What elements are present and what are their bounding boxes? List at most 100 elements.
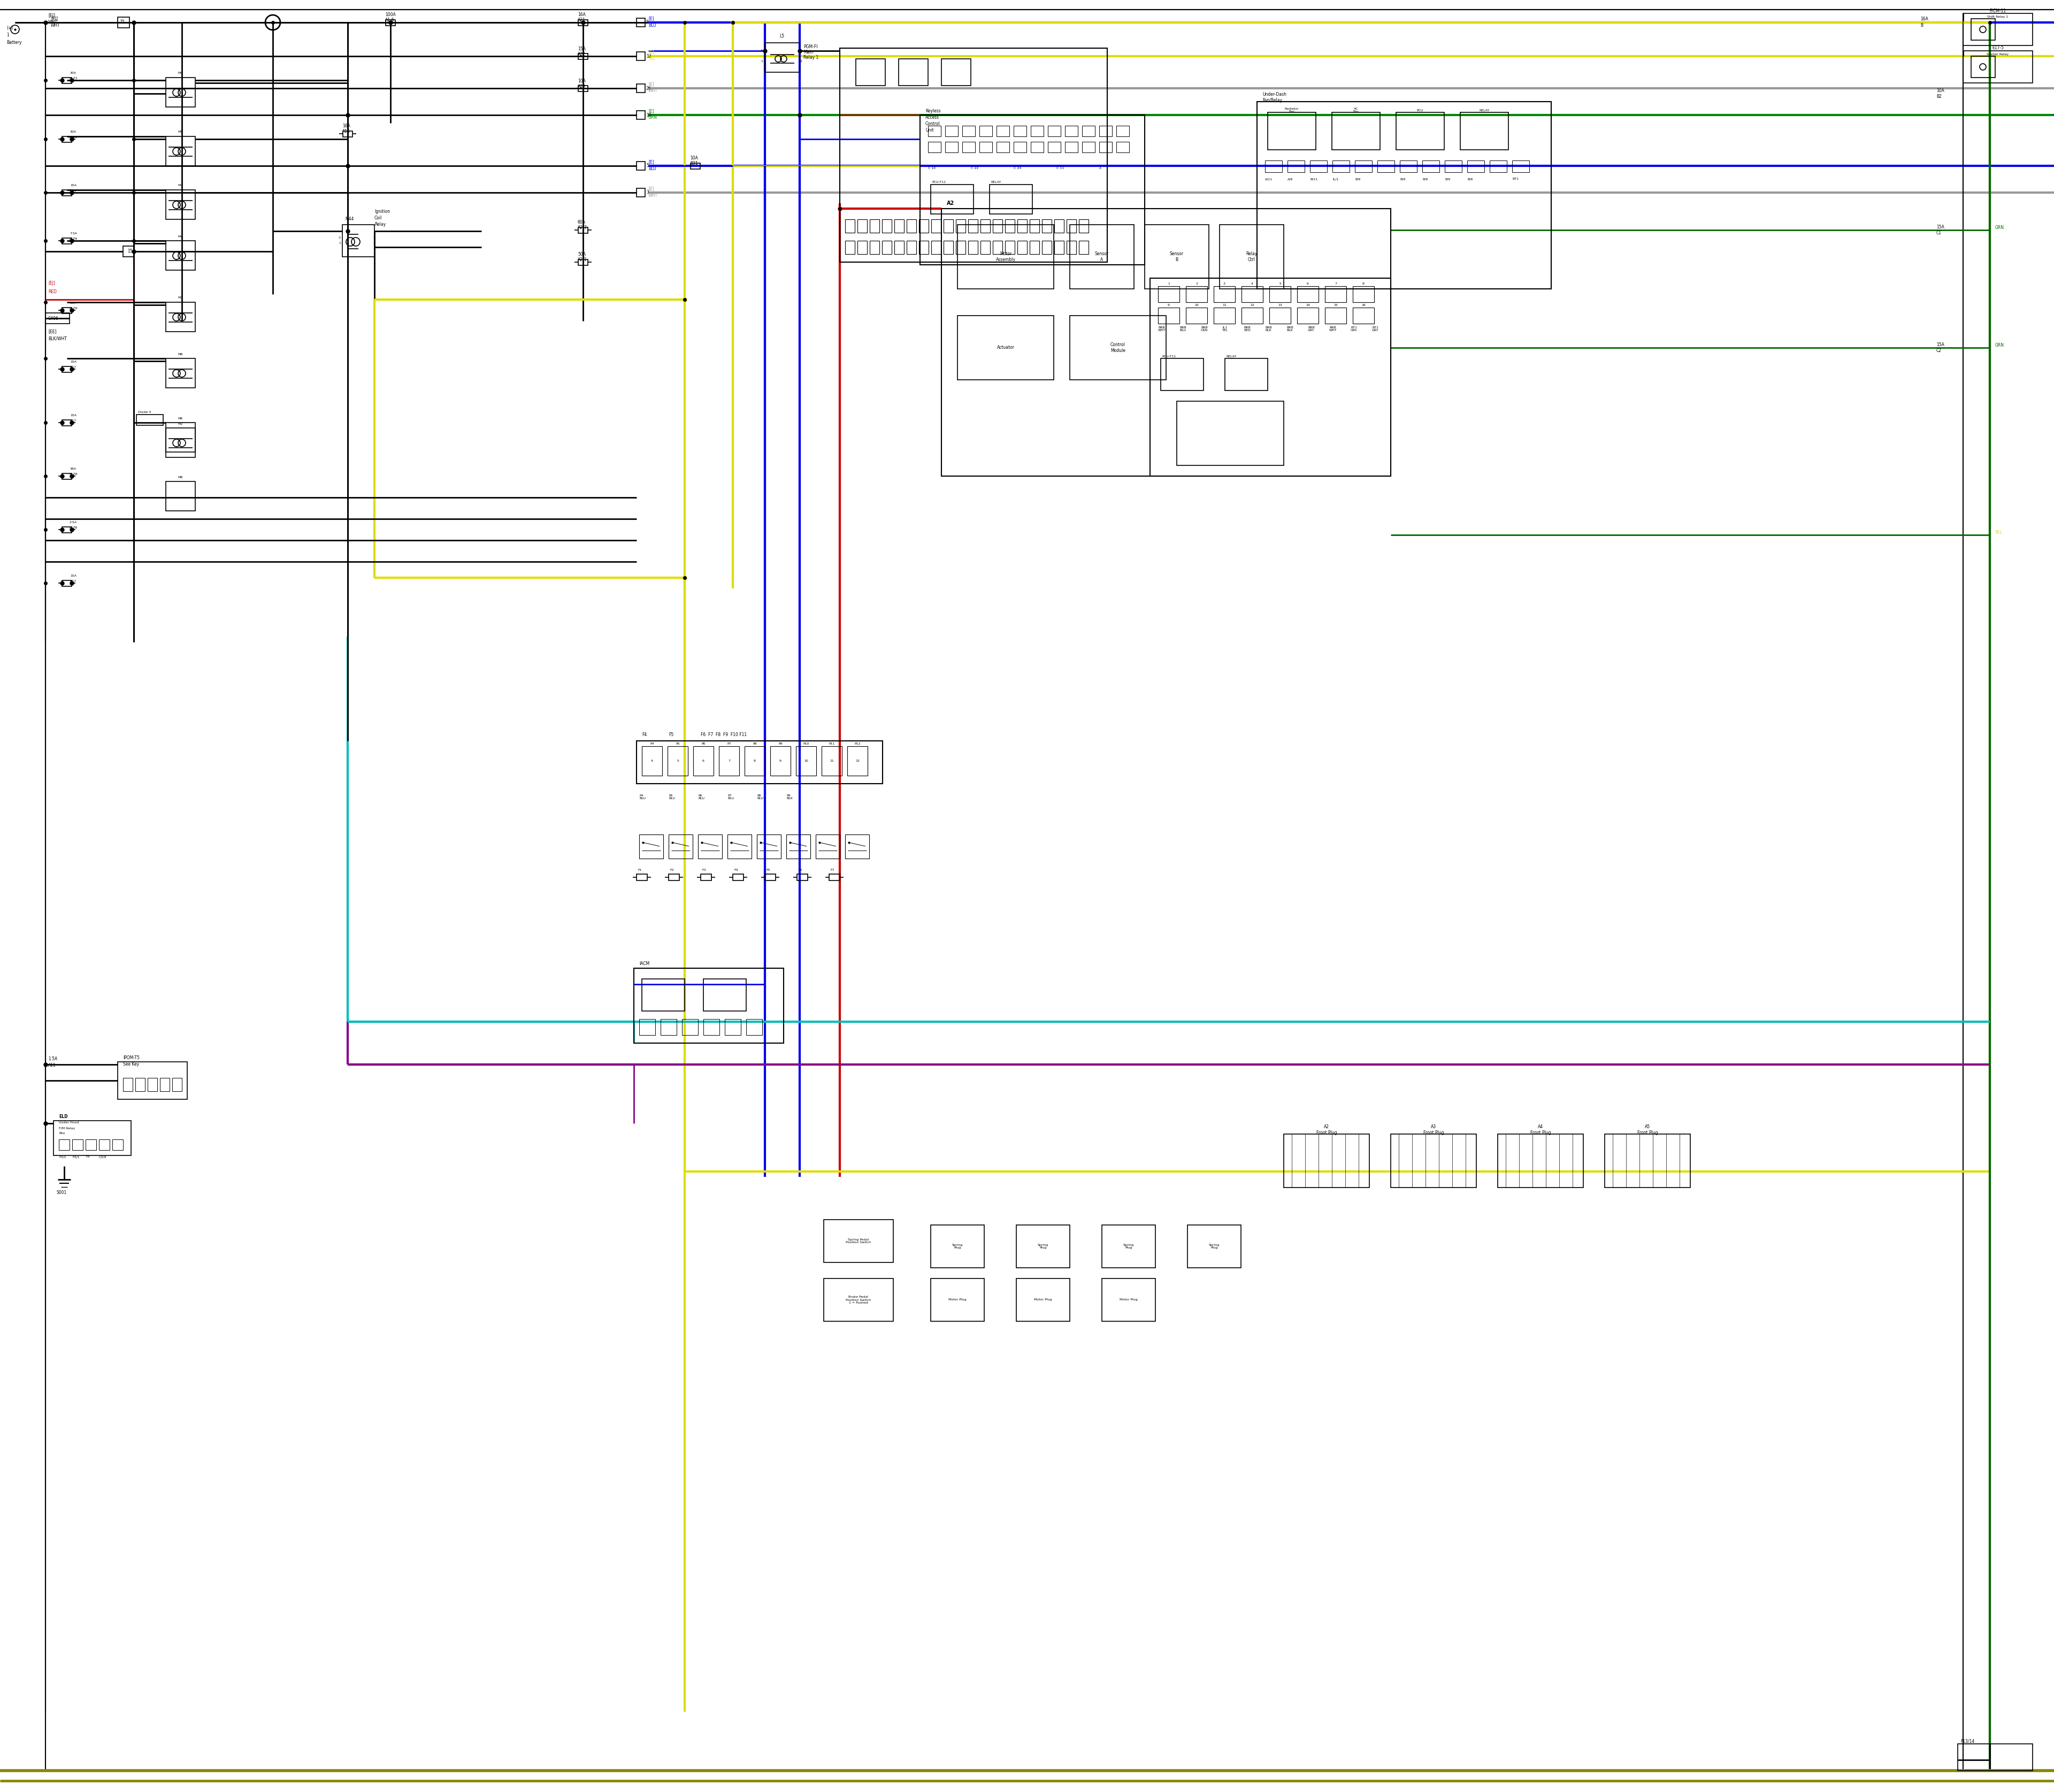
Bar (1078, 240, 1089, 254)
Text: B/8: B/8 (1444, 177, 1450, 181)
Text: See Key: See Key (123, 1061, 140, 1066)
Bar (136, 1077, 146, 1091)
Text: P9
BLK: P9 BLK (787, 794, 793, 799)
Text: Spring
Plug: Spring Plug (953, 1244, 963, 1249)
Text: Spring
Plug: Spring Plug (1124, 1244, 1134, 1249)
Bar (1070, 224, 1134, 289)
Bar (1099, 125, 1111, 136)
Text: 15A: 15A (70, 414, 76, 416)
Bar (906, 240, 916, 254)
Text: Under-Dash
Fan/Relay: Under-Dash Fan/Relay (1263, 91, 1286, 102)
Text: GRN: GRN (649, 115, 657, 120)
Bar (1265, 161, 1282, 172)
Text: 7.5A: 7.5A (70, 231, 78, 235)
Bar (1224, 358, 1267, 391)
Bar (955, 240, 965, 254)
Text: P6: P6 (700, 742, 705, 745)
Bar (45, 314, 70, 324)
Text: 13: 13 (1278, 303, 1282, 306)
Text: 2: 2 (1195, 281, 1197, 285)
Text: 15: 15 (127, 249, 131, 254)
Text: 2: 2 (799, 61, 801, 63)
Bar (893, 240, 904, 254)
Text: 7: 7 (727, 760, 729, 762)
Text: [E]: [E] (649, 50, 653, 56)
Bar (1972, 56, 1994, 77)
Text: PCU-F11: PCU-F11 (1163, 355, 1175, 358)
Text: Motor Plug: Motor Plug (1033, 1299, 1052, 1301)
Text: 12: 12 (854, 760, 859, 762)
Bar (1004, 219, 1015, 233)
Bar (579, 86, 587, 91)
Bar (1220, 224, 1284, 289)
Bar (961, 142, 976, 152)
Text: M4: M4 (179, 235, 183, 238)
Text: Spring
Plug: Spring Plug (1210, 1244, 1220, 1249)
Bar (1241, 287, 1263, 303)
Bar (639, 835, 663, 858)
Bar (1214, 308, 1234, 324)
Text: 14: 14 (1306, 303, 1310, 306)
Bar (824, 1220, 893, 1262)
Bar (844, 240, 854, 254)
Text: Shift Relay 1: Shift Relay 1 (1988, 16, 2009, 18)
Bar (857, 240, 867, 254)
Bar (844, 219, 854, 233)
Bar (579, 54, 587, 59)
Bar (1185, 308, 1208, 324)
Bar (702, 978, 746, 1011)
Bar (1269, 287, 1290, 303)
Bar (1048, 142, 1060, 152)
Text: WHT: WHT (649, 88, 657, 93)
Text: A2
Front Plug: A2 Front Plug (1317, 1125, 1337, 1134)
Bar (641, 978, 684, 1011)
Text: 4: 4 (374, 237, 376, 240)
Text: Brake Pedal
Position Switch
1 = Pushed: Brake Pedal Position Switch 1 = Pushed (846, 1296, 871, 1305)
Bar (123, 246, 134, 256)
Bar (682, 1020, 698, 1036)
Text: Starter Relay: Starter Relay (1986, 54, 2009, 56)
Text: BRB
BLU: BRB BLU (1179, 326, 1187, 332)
Bar (1298, 287, 1319, 303)
Bar (996, 142, 1009, 152)
Text: P11: P11 (828, 742, 834, 745)
Bar (1150, 278, 1391, 477)
Text: 30A: 30A (70, 72, 76, 73)
Text: F13/14: F13/14 (1960, 1738, 1974, 1744)
Text: A2-1: A2-1 (577, 258, 587, 262)
Text: IL1
TEL: IL1 TEL (1222, 326, 1228, 332)
Text: BRB
WHT: BRB WHT (1158, 326, 1167, 332)
Text: WHT: WHT (47, 20, 58, 25)
Text: BRB
BLK: BRB BLK (1286, 326, 1294, 332)
Bar (1066, 240, 1076, 254)
Text: Coil: Coil (374, 215, 382, 220)
Bar (770, 745, 791, 776)
Text: C 24: C 24 (1013, 167, 1021, 170)
Text: A Z9: A Z9 (70, 306, 78, 310)
Bar (1064, 142, 1078, 152)
Text: T1: T1 (121, 20, 125, 25)
Text: [E]: [E] (649, 186, 653, 192)
Text: 15: 15 (1333, 303, 1337, 306)
Bar (637, 18, 645, 27)
Text: (+): (+) (6, 25, 12, 30)
Text: 30A: 30A (70, 131, 76, 133)
Bar (1013, 125, 1027, 136)
Text: 8: 8 (647, 20, 649, 25)
Bar (1333, 161, 1349, 172)
Text: PGM-FI: PGM-FI (803, 45, 817, 50)
Bar (173, 1077, 183, 1091)
Bar (641, 745, 661, 776)
Bar (744, 745, 764, 776)
Text: IPOM-T5: IPOM-T5 (123, 1055, 140, 1059)
Bar (637, 52, 645, 61)
Text: 2: 2 (374, 242, 376, 246)
Bar (1288, 161, 1304, 172)
Bar (579, 20, 587, 25)
Bar (990, 185, 1033, 213)
Bar (1004, 240, 1015, 254)
Text: 5: 5 (1280, 281, 1282, 285)
Bar (824, 1278, 893, 1321)
Text: P7
BLU: P7 BLU (727, 794, 733, 799)
Text: 7: 7 (1335, 281, 1337, 285)
